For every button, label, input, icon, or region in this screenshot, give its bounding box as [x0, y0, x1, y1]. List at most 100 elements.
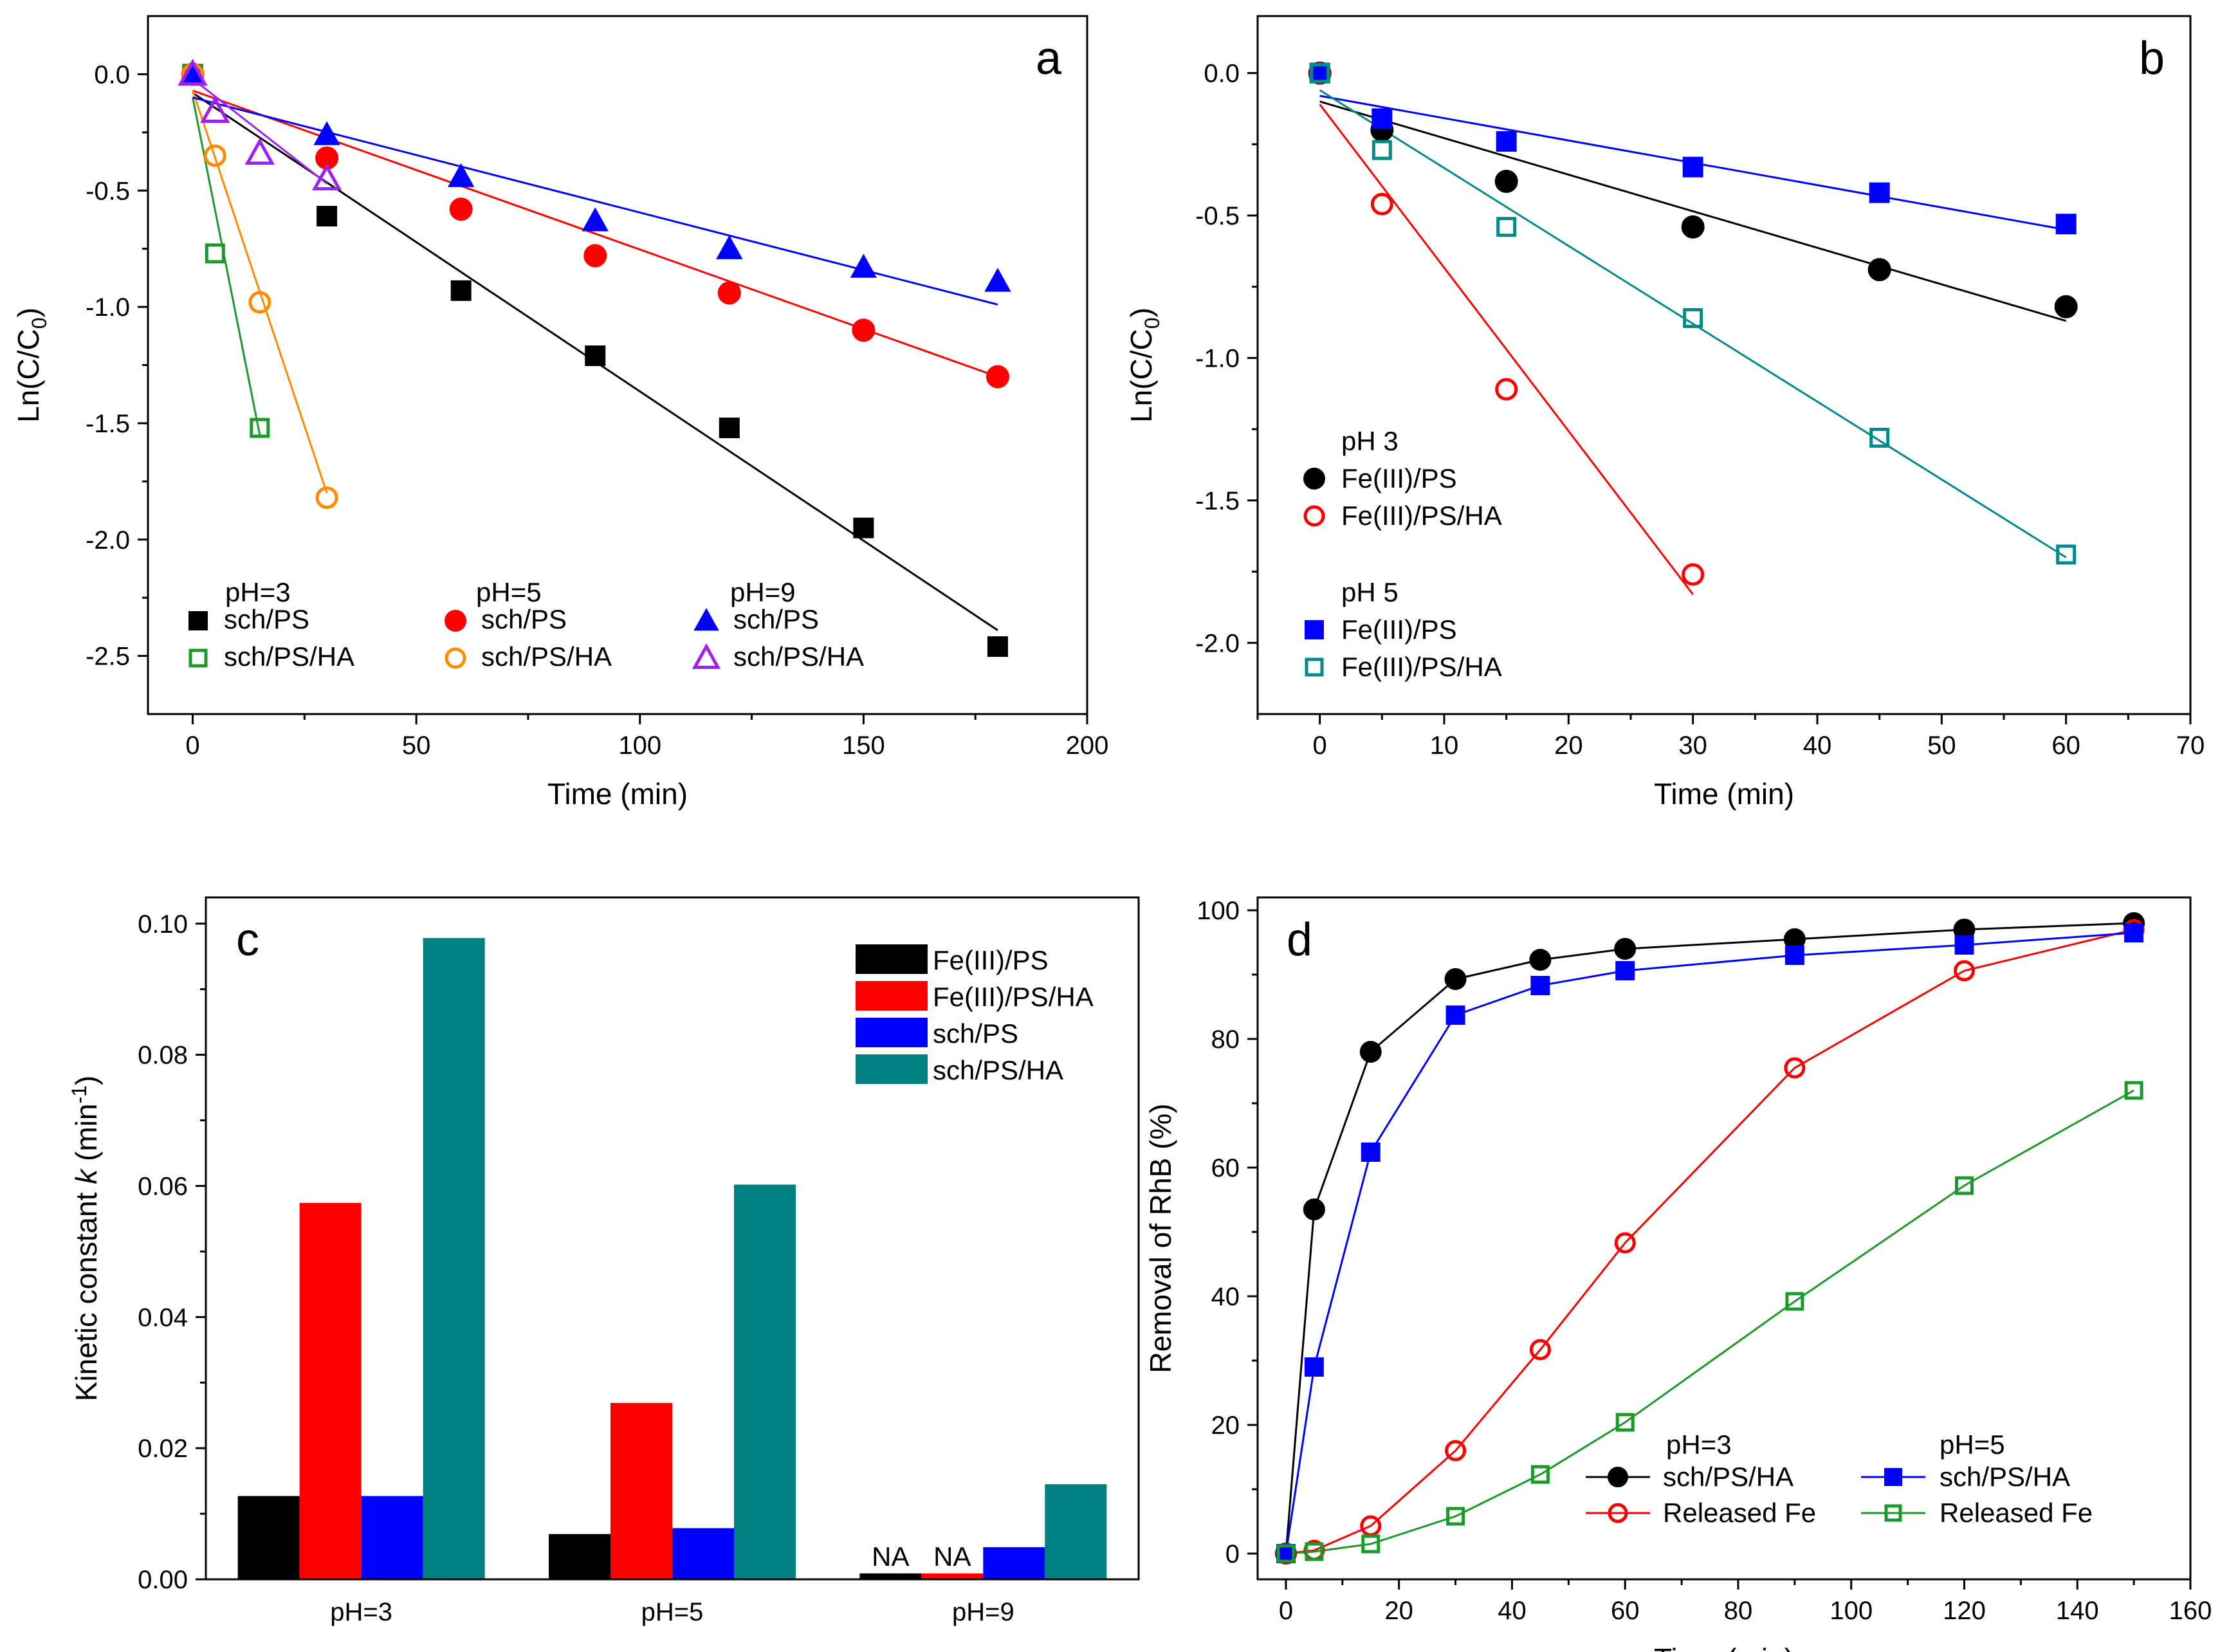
- x-tick-label: 80: [1724, 1597, 1753, 1625]
- data-point: [178, 59, 208, 86]
- x-tick-label: 60: [1611, 1597, 1640, 1625]
- plot-frame: [205, 896, 1140, 1581]
- y-tick-label: 60: [1211, 1154, 1240, 1182]
- legend-swatch: [856, 981, 928, 1011]
- y-axis-title-part: Kinetic constant: [69, 1184, 103, 1402]
- y-axis-title: Removal of RhB (%): [1144, 1103, 1177, 1373]
- data-point: [1867, 258, 1891, 282]
- data-point: [1682, 156, 1703, 178]
- data-point: [717, 281, 741, 305]
- x-tick-label: 120: [1943, 1597, 1986, 1625]
- panel-c: pH=3 pH=5 NA NA pH=9 0.00 0.02 0.04 0.06 0.08 0.10…: [68, 896, 1140, 1626]
- fit-line: [192, 96, 998, 306]
- y-axis-title-close: ): [1124, 307, 1158, 317]
- legend-marker: [188, 648, 208, 668]
- legend-marker: [1305, 620, 1324, 639]
- legend-group-title: pH 5: [1341, 577, 1399, 607]
- legend-group-title: pH=3: [225, 577, 291, 607]
- plot-frame: [1256, 15, 2192, 715]
- data-point: [1361, 1534, 1381, 1554]
- bar: [237, 1496, 300, 1579]
- data-point: [719, 418, 740, 439]
- y-axis-title: Kinetic constant k (min-1): [68, 1076, 103, 1402]
- y-tick-label: -2.0: [86, 526, 130, 555]
- data-point: [984, 268, 1011, 292]
- data-point: [1954, 935, 1974, 955]
- data-point: [205, 243, 225, 264]
- legend-group-title: pH=5: [1940, 1429, 2005, 1460]
- data-point: [2056, 544, 2077, 565]
- bar: [921, 1573, 984, 1579]
- data-point: [1361, 1143, 1381, 1162]
- legend-marker: [1884, 1468, 1902, 1486]
- legend-label: Fe(III)/PS: [1341, 463, 1457, 493]
- y-tick-label: -1.0: [86, 293, 130, 322]
- legend-label: sch/PS/HA: [1940, 1462, 2070, 1492]
- y-tick-label: -2.5: [86, 643, 130, 671]
- y-axis-title-main: Ln(C/C: [1124, 329, 1158, 423]
- legend-marker: [1303, 468, 1325, 490]
- legend-label: sch/PS/HA: [481, 641, 612, 672]
- x-tick-label: 40: [1803, 731, 1832, 760]
- legend-swatch: [856, 1018, 928, 1047]
- y-tick-label: 0.04: [138, 1303, 188, 1332]
- y-tick-label: -0.5: [1195, 202, 1240, 230]
- panel-b: 0 10 20 30 40 50 60 70 Time (min) 0.0 -0.5 -1.0 -1.5…: [1124, 15, 2205, 811]
- y-tick-label: 0.08: [138, 1042, 188, 1070]
- x-tick-label: 140: [2056, 1597, 2099, 1625]
- y-tick-label: 20: [1211, 1411, 1240, 1440]
- y-tick-label: -2.0: [1195, 629, 1240, 657]
- bar: [983, 1547, 1045, 1579]
- data-point: [1445, 1440, 1467, 1462]
- data-point: [1371, 108, 1393, 129]
- panel-letter: c: [236, 914, 259, 966]
- data-point: [1869, 427, 1890, 448]
- data-point: [1869, 182, 1890, 203]
- data-point: [449, 197, 473, 221]
- x-tick-label: 0: [185, 731, 199, 760]
- legend-label: sch/PS/HA: [733, 641, 864, 672]
- x-tick-label: 150: [842, 731, 885, 760]
- bar: [423, 938, 485, 1579]
- y-tick-label: -1.5: [86, 410, 130, 438]
- data-point: [1614, 938, 1637, 960]
- na-label: NA: [872, 1541, 909, 1572]
- data-point: [316, 206, 338, 227]
- data-point: [244, 138, 275, 165]
- x-tick-label: 20: [1554, 731, 1583, 760]
- data-point: [1784, 1057, 1806, 1079]
- x-tick-label: 50: [1927, 731, 1956, 760]
- x-tick-label: 50: [402, 731, 431, 760]
- data-point: [852, 318, 876, 342]
- legend-label: Fe(III)/PS: [1341, 614, 1457, 645]
- bar: [361, 1496, 423, 1579]
- y-tick-label: 0.06: [138, 1172, 188, 1200]
- data-point: [1529, 1339, 1551, 1361]
- panel-a: 0 50 100 150 200 Time (min) 0.0 -0.5 -1.0 -1.5 -2.…: [12, 15, 1108, 811]
- panel-letter: a: [1036, 33, 1062, 84]
- fit-line: [192, 97, 261, 436]
- legend-marker: [1608, 1467, 1628, 1487]
- bar: [1045, 1484, 1107, 1579]
- data-point: [1496, 217, 1517, 237]
- panel-letter: b: [2139, 33, 2165, 84]
- legend-label: sch/PS: [481, 604, 567, 634]
- y-tick-label: -1.0: [1195, 344, 1240, 372]
- data-point: [1496, 131, 1517, 152]
- data-point: [1310, 63, 1330, 84]
- y-tick-label: 0: [1225, 1540, 1240, 1568]
- legend-group-title: pH 3: [1341, 426, 1399, 456]
- legend-swatch: [856, 1054, 928, 1084]
- fit-line: [1319, 100, 2067, 322]
- legend-swatch: [856, 944, 928, 974]
- data-point: [585, 345, 606, 367]
- data-point: [2054, 295, 2078, 318]
- data-point: [203, 144, 226, 167]
- data-point: [248, 291, 271, 314]
- data-point: [1530, 1465, 1550, 1484]
- series-line: [1285, 932, 2134, 1554]
- legend-label: sch/PS/HA: [224, 641, 354, 672]
- data-point: [1446, 1507, 1465, 1526]
- legend-label: sch/PS: [733, 604, 819, 634]
- data-point: [1495, 378, 1518, 401]
